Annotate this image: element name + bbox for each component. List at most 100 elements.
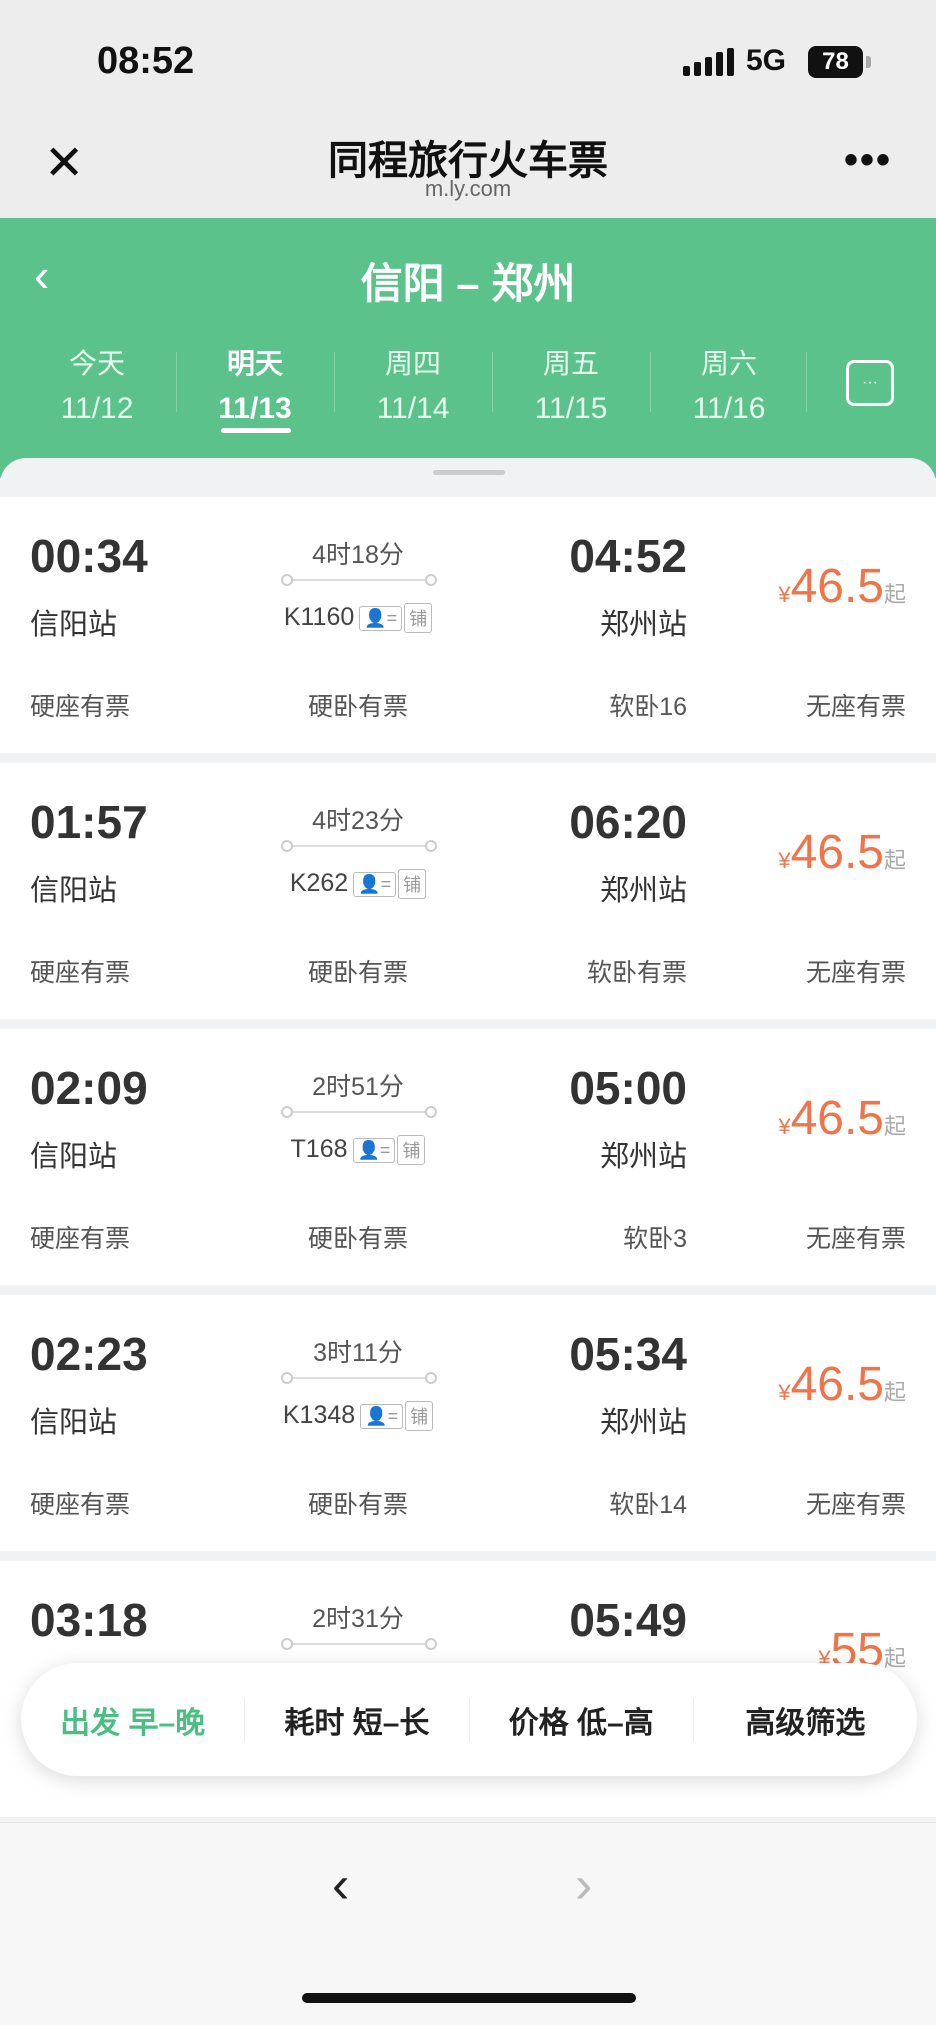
date-tab[interactable]: 明天 11/13 (176, 342, 334, 426)
price: ¥46.5起 (778, 1358, 906, 1411)
arrival-time: 05:49 (569, 1594, 687, 1646)
date-tab[interactable]: 今天 11/12 (18, 342, 176, 426)
id-card-icon: 👤= (359, 605, 403, 631)
filter-price[interactable]: 价格 低–高 (470, 1697, 694, 1742)
price: ¥46.5起 (778, 1092, 906, 1145)
seat-soft-sleeper: 软卧14 (609, 1491, 687, 1519)
browser-forward-icon[interactable]: › (575, 1856, 593, 1914)
date-day: 周五 (542, 348, 599, 379)
browser-back-icon[interactable]: ‹ (332, 1856, 350, 1914)
seat-soft-sleeper: 软卧16 (609, 693, 687, 721)
departure-station: 信阳站 (30, 1141, 118, 1173)
drag-handle[interactable] (433, 470, 505, 475)
selected-date-underline (221, 428, 291, 433)
date-divider (806, 352, 807, 412)
route-line (281, 1372, 437, 1384)
train-number: K262 👤= 铺 (230, 869, 486, 900)
route-line (281, 840, 437, 852)
arrival-station: 郑州站 (599, 1141, 687, 1173)
seat-standing: 无座有票 (805, 693, 906, 721)
signal-icon (683, 48, 734, 76)
departure-time: 00:34 (30, 530, 148, 582)
route-header (0, 218, 936, 478)
browser-header (0, 95, 936, 218)
date-value: 11/16 (692, 392, 766, 425)
price: ¥46.5起 (778, 560, 906, 613)
seat-hard-seat: 硬座有票 (30, 1491, 131, 1519)
browser-toolbar (0, 1822, 936, 2025)
date-value: 11/13 (218, 392, 292, 425)
departure-station: 信阳站 (30, 875, 118, 907)
date-day: 明天 (226, 348, 283, 379)
departure-time: 01:57 (30, 796, 148, 848)
sleeper-tag: 铺 (398, 869, 427, 900)
train-number: K1160 👤= 铺 (230, 603, 486, 634)
seat-hard-seat: 硬座有票 (30, 693, 131, 721)
date-day: 今天 (68, 348, 125, 379)
date-tab[interactable]: 周四 11/14 (334, 342, 492, 426)
arrival-time: 04:52 (569, 530, 687, 582)
train-number: T168 👤= 铺 (230, 1135, 486, 1166)
date-tab[interactable]: 周六 11/16 (650, 342, 808, 426)
app-url: m.ly.com (424, 176, 512, 201)
battery-icon: 78 (808, 46, 863, 78)
departure-station: 信阳站 (30, 1407, 118, 1439)
app-title: 同程旅行火车票 (328, 139, 608, 183)
date-divider (334, 352, 335, 412)
route-title: 信阳 – 郑州 (360, 260, 576, 307)
date-value: 11/12 (60, 392, 134, 425)
date-value: 11/15 (534, 392, 608, 425)
filter-departure[interactable]: 出发 早–晚 (21, 1697, 246, 1742)
train-card[interactable]: 02:09 2时51分 05:00 ¥46.5起 信阳站 T168 👤= 铺 郑州站 … (0, 1029, 936, 1285)
duration: 4时18分 (312, 541, 404, 569)
filter-bar: 出发 早–晚 耗时 短–长 价格 低–高 高级筛选 (21, 1663, 917, 1776)
arrival-station: 郑州站 (599, 1407, 687, 1439)
departure-time: 02:23 (30, 1328, 148, 1380)
id-card-icon: 👤= (352, 1137, 396, 1163)
date-day: 周四 (384, 348, 441, 379)
sleeper-tag: 铺 (397, 1135, 426, 1166)
seat-hard-sleeper: 硬卧有票 (307, 693, 408, 721)
close-icon[interactable]: ✕ (44, 137, 85, 190)
clock: 08:52 (97, 40, 195, 82)
date-divider (650, 352, 651, 412)
duration: 2时31分 (312, 1605, 404, 1633)
home-indicator[interactable] (302, 1993, 636, 2003)
more-icon[interactable]: ••• (844, 138, 893, 182)
seat-hard-sleeper: 硬卧有票 (307, 1491, 408, 1519)
arrival-time: 05:34 (569, 1328, 687, 1380)
duration: 3时11分 (313, 1339, 403, 1367)
arrival-station: 郑州站 (599, 875, 687, 907)
seat-hard-sleeper: 硬卧有票 (307, 959, 408, 987)
filter-duration[interactable]: 耗时 短–长 (245, 1697, 470, 1742)
seat-hard-seat: 硬座有票 (30, 1225, 131, 1253)
sleeper-tag: 铺 (405, 1401, 434, 1432)
date-divider (176, 352, 177, 412)
train-card[interactable]: 02:23 3时11分 05:34 ¥46.5起信阳站 K1348 👤= 铺 郑州站… (0, 1295, 936, 1551)
sleeper-tag: 铺 (404, 603, 433, 634)
route-line (281, 1106, 437, 1118)
calendar-icon[interactable]: ··· (846, 360, 894, 406)
route-line (281, 574, 437, 586)
filter-advanced[interactable]: 高级筛选 (745, 1706, 866, 1740)
arrival-station: 郑州站 (599, 609, 687, 641)
battery-cap (866, 56, 871, 68)
train-card[interactable]: 01:57 4时23分 06:20 ¥46.5起 信阳站 K262 👤= 铺 郑州站 … (0, 763, 936, 1019)
back-icon[interactable]: ‹ (34, 249, 50, 301)
duration: 4时23分 (312, 807, 404, 835)
seat-soft-sleeper: 软卧有票 (586, 959, 687, 987)
seat-hard-sleeper: 硬卧有票 (307, 1225, 408, 1253)
id-card-icon: 👤= (360, 1403, 404, 1429)
train-card[interactable]: 00:34 4时18分 04:52 ¥46.5起 信阳站 K1160 👤= 铺 郑州站… (0, 497, 936, 753)
date-day: 周六 (700, 348, 757, 379)
seat-standing: 无座有票 (805, 1225, 906, 1253)
seat-soft-sleeper: 软卧3 (623, 1225, 687, 1253)
id-card-icon: 👤= (353, 871, 397, 897)
train-number: K1348 👤= 铺 (230, 1401, 486, 1432)
status-bar (0, 0, 936, 95)
departure-time: 02:09 (30, 1062, 148, 1114)
arrival-time: 06:20 (569, 796, 687, 848)
price: ¥46.5起 (778, 826, 906, 879)
date-tab[interactable]: 周五 11/15 (492, 342, 650, 426)
date-value: 11/14 (376, 392, 450, 425)
